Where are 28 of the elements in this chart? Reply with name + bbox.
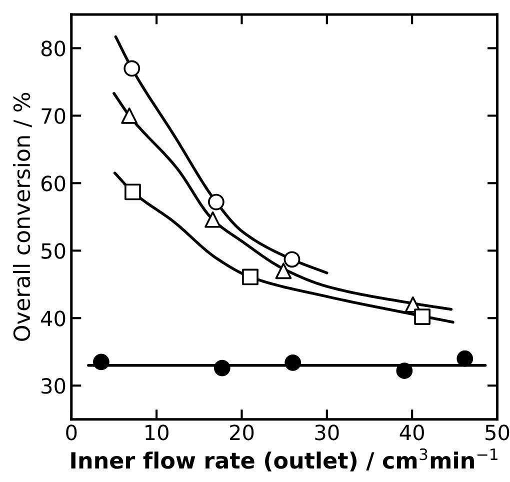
y-axis-title: Overall conversion / % bbox=[12, 92, 32, 341]
point bbox=[124, 184, 141, 200]
point bbox=[414, 308, 430, 325]
x-tick-label: 50 bbox=[486, 424, 510, 440]
y-tick-label: 60 bbox=[41, 176, 66, 192]
point bbox=[456, 350, 474, 367]
x-tick-label: 0 bbox=[66, 424, 77, 440]
point bbox=[284, 354, 302, 371]
y-tick-label: 30 bbox=[42, 378, 66, 394]
point bbox=[124, 60, 140, 77]
point bbox=[284, 251, 300, 268]
point bbox=[275, 262, 292, 280]
point bbox=[396, 362, 413, 379]
x-tick-label: 30 bbox=[315, 424, 339, 440]
x-axis-title: Inner flow rate (outlet) / cm$^{3}$min$^{−1}$ bbox=[71, 448, 498, 472]
point bbox=[121, 107, 138, 124]
point bbox=[93, 354, 110, 370]
point bbox=[204, 211, 221, 228]
point bbox=[242, 268, 258, 286]
point bbox=[214, 360, 230, 376]
x-tick-label: 20 bbox=[230, 424, 254, 440]
y-tick-label: 40 bbox=[41, 310, 66, 326]
x-tick-label: 40 bbox=[400, 424, 424, 440]
y-tick-label: 80 bbox=[41, 40, 66, 56]
x-tick-label: 10 bbox=[146, 424, 168, 440]
point bbox=[208, 194, 224, 210]
y-tick-label: 50 bbox=[42, 243, 66, 259]
y-tick-label: 70 bbox=[42, 108, 66, 124]
